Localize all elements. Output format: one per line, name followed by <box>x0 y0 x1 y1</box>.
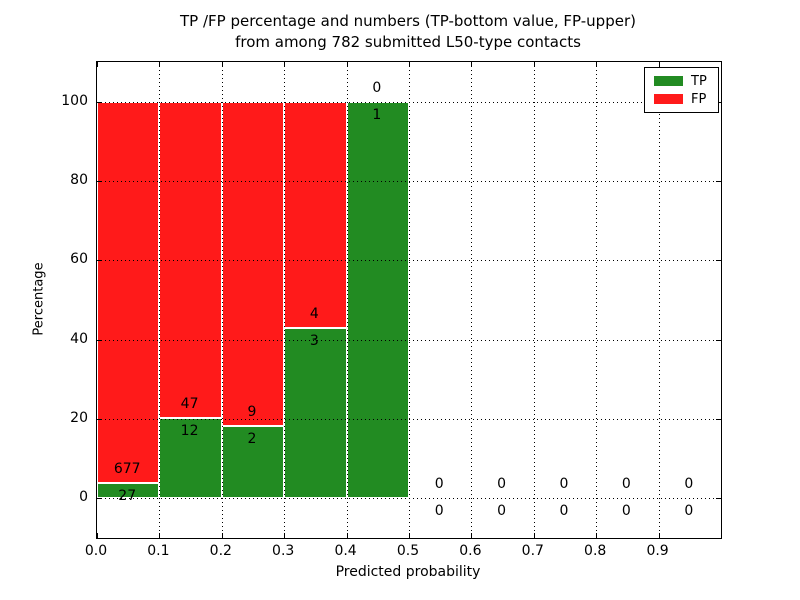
x-tick-mark <box>346 533 348 538</box>
y-tick-label: 100 <box>61 92 88 109</box>
bar-segment-fp <box>97 101 160 484</box>
x-tick-mark <box>533 533 535 538</box>
chart-title-line2: from among 782 submitted L50-type contac… <box>235 33 581 51</box>
y-tick-mark-right <box>716 181 721 182</box>
x-tick-mark-top <box>471 62 473 67</box>
tp-count-label: 1 <box>372 106 382 123</box>
gridline-vertical <box>658 62 660 538</box>
tp-count-label: 0 <box>684 503 694 520</box>
x-tick-label: 0.9 <box>646 543 669 559</box>
x-tick-mark-top <box>159 62 161 67</box>
x-tick-label: 0.1 <box>147 543 170 559</box>
legend-label-fp: FP <box>691 91 707 107</box>
fp-color-swatch <box>654 94 683 104</box>
bar-segment-tp <box>284 328 347 499</box>
x-tick-mark <box>658 533 660 538</box>
x-tick-mark <box>97 533 98 538</box>
gridline-vertical <box>533 62 535 538</box>
x-tick-mark-top <box>221 62 223 67</box>
chart-title: TP /FP percentage and numbers (TP-bottom… <box>96 11 720 53</box>
bar-segment-tp <box>221 426 285 499</box>
x-tick-mark <box>471 533 473 538</box>
bar-segment-tp <box>159 417 222 499</box>
bar-segment-fp <box>284 101 347 329</box>
x-tick-mark-top <box>409 62 410 67</box>
y-tick-mark <box>97 419 102 420</box>
chart-title-line1: TP /FP percentage and numbers (TP-bottom… <box>180 12 636 30</box>
fp-count-label: 0 <box>497 476 507 493</box>
gridline-vertical <box>159 62 161 538</box>
x-tick-label: 0.6 <box>459 543 482 559</box>
y-tick-mark <box>97 339 102 341</box>
x-tick-mark <box>409 533 410 538</box>
tp-color-swatch <box>654 76 683 86</box>
legend: TP FP <box>644 67 719 113</box>
legend-label-tp: TP <box>691 73 707 89</box>
y-tick-mark-right <box>716 419 721 420</box>
gridline-vertical <box>409 62 410 538</box>
y-tick-mark <box>97 181 102 182</box>
fp-count-label: 9 <box>247 404 257 421</box>
tp-count-label: 0 <box>559 503 569 520</box>
x-tick-label: 0.5 <box>396 543 420 559</box>
x-tick-mark <box>284 533 286 538</box>
plot-area <box>96 61 722 539</box>
fp-count-label: 0 <box>684 476 694 493</box>
fp-count-label: 0 <box>621 476 631 493</box>
fp-count-label: 677 <box>113 461 141 478</box>
tp-count-label: 12 <box>180 422 199 439</box>
bar-segment-fp <box>221 101 285 427</box>
gridline-vertical <box>471 62 473 538</box>
x-tick-mark <box>159 533 161 538</box>
x-tick-label: 0.4 <box>334 543 357 559</box>
legend-item-tp: TP <box>645 75 718 88</box>
x-axis-label: Predicted probability <box>335 564 481 580</box>
x-tick-mark-top <box>658 62 660 67</box>
y-tick-label: 40 <box>70 330 88 347</box>
tp-count-label: 0 <box>497 503 507 520</box>
gridline-vertical <box>284 62 286 538</box>
tp-count-label: 0 <box>434 503 444 520</box>
x-tick-mark-top <box>346 62 348 67</box>
x-tick-label: 0.0 <box>84 543 108 559</box>
x-tick-mark-top <box>284 62 286 67</box>
tp-count-label: 0 <box>621 503 631 520</box>
gridline-vertical <box>596 62 598 538</box>
x-tick-mark-top <box>97 62 98 67</box>
fp-count-label: 4 <box>309 306 319 323</box>
fp-count-label: 0 <box>372 79 382 96</box>
fp-count-label: 0 <box>434 476 444 493</box>
x-tick-mark-top <box>533 62 535 67</box>
y-tick-mark-right <box>716 260 721 262</box>
fp-count-label: 47 <box>180 395 199 412</box>
legend-item-fp: FP <box>645 93 718 106</box>
gridline-vertical <box>221 62 223 538</box>
y-tick-mark-right <box>716 498 721 500</box>
x-tick-mark <box>221 533 223 538</box>
x-tick-mark <box>596 533 598 538</box>
y-tick-mark-right <box>716 339 721 341</box>
y-tick-mark <box>97 260 102 262</box>
y-tick-mark <box>97 498 102 500</box>
y-axis-label: Percentage <box>31 262 47 336</box>
x-tick-label: 0.8 <box>584 543 607 559</box>
tp-count-label: 2 <box>247 431 257 448</box>
gridline-vertical <box>346 62 348 538</box>
fp-count-label: 0 <box>559 476 569 493</box>
y-tick-label: 60 <box>70 251 88 268</box>
x-tick-label: 0.3 <box>272 543 295 559</box>
y-tick-label: 0 <box>79 489 88 506</box>
tp-count-label: 3 <box>309 333 319 350</box>
y-tick-label: 80 <box>70 172 88 188</box>
y-tick-mark <box>97 101 102 103</box>
y-tick-label: 20 <box>70 410 88 426</box>
bar-segment-tp <box>97 483 160 499</box>
x-tick-label: 0.7 <box>521 543 544 559</box>
bar-segment-tp <box>346 101 409 499</box>
bar-segment-fp <box>159 101 222 418</box>
tp-count-label: 27 <box>118 488 137 505</box>
x-tick-label: 0.2 <box>209 543 232 559</box>
x-tick-mark-top <box>596 62 598 67</box>
